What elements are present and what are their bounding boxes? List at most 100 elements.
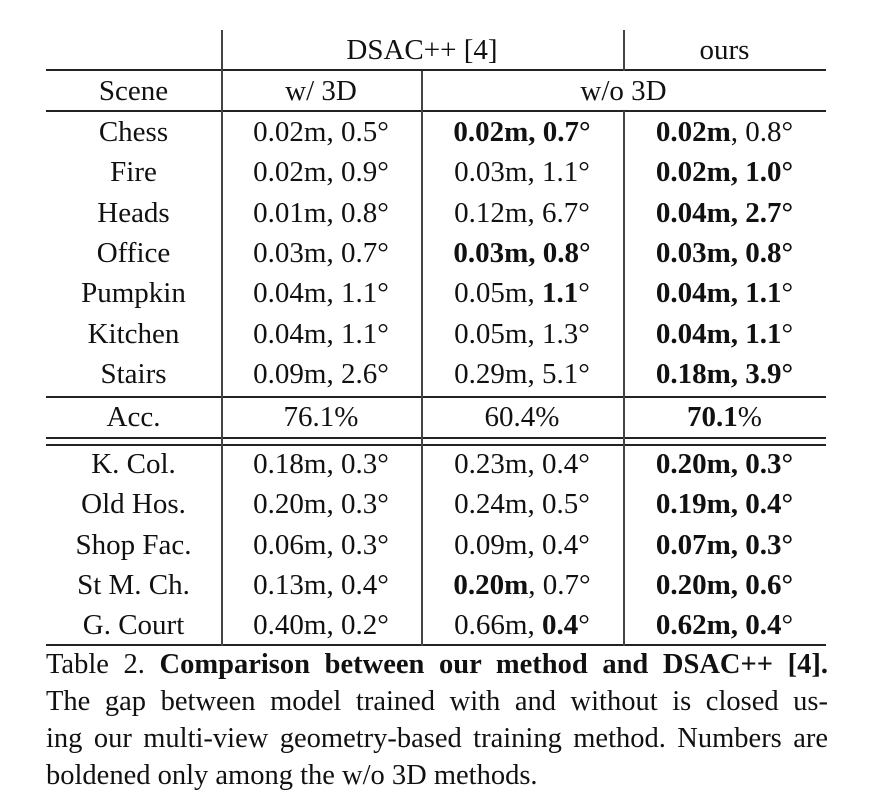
cell-text: , 0.7° [528,568,591,601]
table-row: G. Court 0.40m, 0.2° 0.66m, 0.4° 0.62m, 0.4… [46,605,826,645]
acc-row: Acc. 76.1% 60.4% 70.1% [46,397,826,437]
cell-text: 0.40m, 0.2° [253,609,389,642]
ours-value: 0.20m, 0.3° [623,444,826,484]
cell-text: 0.29m, 5.1° [454,357,590,390]
ours-value: 0.04m, 2.7° [623,193,826,233]
header-ours: ours [699,34,750,66]
double-rule-bottom [46,444,826,446]
w3d-value: 0.04m, 1.1° [221,273,421,313]
caption-line: ing our multi-view geometry-based traini… [46,723,828,754]
w3d-value: 0.04m, 1.1° [221,314,421,354]
table-row: Stairs 0.09m, 2.6° 0.29m, 5.1° 0.18m, 3.9° [46,354,826,394]
scene-name: Stairs [100,357,167,390]
w3d-value: 0.40m, 0.2° [221,605,421,645]
acc-label: Acc. [106,401,161,433]
table-caption: Table 2. Comparison between our method a… [46,646,828,794]
table-row: Old Hos. 0.20m, 0.3° 0.24m, 0.5° 0.19m, 0.4… [46,484,826,524]
col-divider [221,30,223,646]
rule [46,69,826,71]
ours-value: 0.07m, 0.3° [623,525,826,565]
scene-name: St M. Ch. [77,568,190,601]
table-row: Office 0.03m, 0.7° 0.03m, 0.8° 0.03m, 0.8° [46,233,826,273]
acc-ours: 70.1% [623,397,826,437]
cell-text: 1.1 [541,277,579,310]
header-scene: Scene [98,75,169,107]
cell-text: 0.13m, 0.4° [253,568,389,601]
scene-name: Old Hos. [81,488,186,521]
dsac-wo3d-value: 0.03m, 0.8° [421,233,623,273]
caption-label: Table 2. [46,649,145,680]
ours-value: 0.04m, 1.1° [623,273,826,313]
cell-text: ° [578,277,590,310]
header-sub-row: Scene w/ 3D w/o 3D [46,71,826,111]
table-row: Chess 0.02m, 0.5° 0.02m, 0.7° 0.02m, 0.8° [46,112,826,152]
header-w3d: w/ 3D [285,75,357,107]
header-group-row: DSAC++ [4] ours [46,30,826,70]
cell-text: 0.03m, 0.8° [453,236,591,269]
w3d-value: 0.09m, 2.6° [221,354,421,394]
w3d-value: 0.18m, 0.3° [221,444,421,484]
w3d-value: 0.20m, 0.3° [221,484,421,524]
cell-text: 0.09m, 2.6° [253,357,389,390]
scene-name: Office [96,236,171,269]
dsac-wo3d-value: 0.03m, 1.1° [421,152,623,192]
table-row: Fire 0.02m, 0.9° 0.03m, 1.1° 0.02m, 1.0° [46,152,826,192]
acc-w3d: 76.1% [283,401,359,433]
cell-text: 0.07m, 0.3° [655,528,794,561]
scene-name: Pumpkin [81,277,186,310]
rule [46,396,826,398]
cell-text: 0.09m, 0.4° [454,528,590,561]
table-row: K. Col. 0.18m, 0.3° 0.23m, 0.4° 0.20m, 0.3° [46,444,826,484]
cell-text: 0.05m, 1.3° [454,317,590,350]
ours-value: 0.19m, 0.4° [623,484,826,524]
scene-name: Kitchen [87,317,180,350]
w3d-value: 0.02m, 0.5° [221,112,421,152]
cell-text: ° [578,609,590,642]
dsac-wo3d-value: 0.05m, 1.1° [421,273,623,313]
caption-line: The gap between model trained with and w… [46,686,828,717]
cell-text: 0.02m, 0.5° [253,116,389,148]
scene-name: Heads [97,196,170,229]
cell-text: 0.02m, 0.7° [453,116,591,148]
w3d-value: 0.01m, 0.8° [221,193,421,233]
cell-text: 0.04m, 1.1 [655,317,782,350]
double-rule-top [46,437,826,439]
cell-text: 0.20m [453,568,529,601]
cell-text: 0.02m [655,116,731,148]
caption-title: Comparison between our method and DSAC++… [159,649,828,680]
cell-text: , 0.8° [730,116,794,148]
w3d-value: 0.02m, 0.9° [221,152,421,192]
cell-text: 0.02m, 1.0° [655,156,794,189]
bottom-rule [46,644,826,646]
scene-name: G. Court [82,609,185,642]
col-divider [623,30,625,71]
dsac-wo3d-value: 0.02m, 0.7° [421,112,623,152]
cell-text: 0.04m, 2.7° [655,196,794,229]
cell-text: 0.20m, 0.6° [655,568,794,601]
cell-text: 0.12m, 6.7° [454,196,590,229]
table-row: Shop Fac. 0.06m, 0.3° 0.09m, 0.4° 0.07m, 0.… [46,525,826,565]
cell-text: 0.4 [541,609,579,642]
scene-name: Fire [110,156,157,189]
ours-value: 0.62m, 0.4° [623,605,826,645]
cell-text: 0.04m, 1.1° [253,317,389,350]
dsac-wo3d-value: 0.29m, 5.1° [421,354,623,394]
ours-value: 0.02m, 0.8° [623,112,826,152]
scene-name: Shop Fac. [75,528,192,561]
acc-dsac-wo3d: 60.4% [484,401,560,433]
ours-value: 0.18m, 3.9° [623,354,826,394]
acc-ours-pct: % [737,401,762,433]
cell-text: 0.04m, 1.1° [253,277,389,310]
cell-text: 0.23m, 0.4° [454,448,590,480]
cell-text: 0.03m, 1.1° [454,156,590,189]
cell-text: 0.03m, 0.7° [253,236,389,269]
cell-text: 0.20m, 0.3° [253,488,389,521]
acc-ours-value: 70.1 [687,401,738,433]
cell-text: 0.05m, [454,277,542,310]
dsac-wo3d-value: 0.23m, 0.4° [421,444,623,484]
dsac-wo3d-value: 0.24m, 0.5° [421,484,623,524]
cell-text: 0.06m, 0.3° [253,528,389,561]
cell-text: 0.24m, 0.5° [454,488,590,521]
cell-text: 0.01m, 0.8° [253,196,389,229]
ours-value: 0.02m, 1.0° [623,152,826,192]
